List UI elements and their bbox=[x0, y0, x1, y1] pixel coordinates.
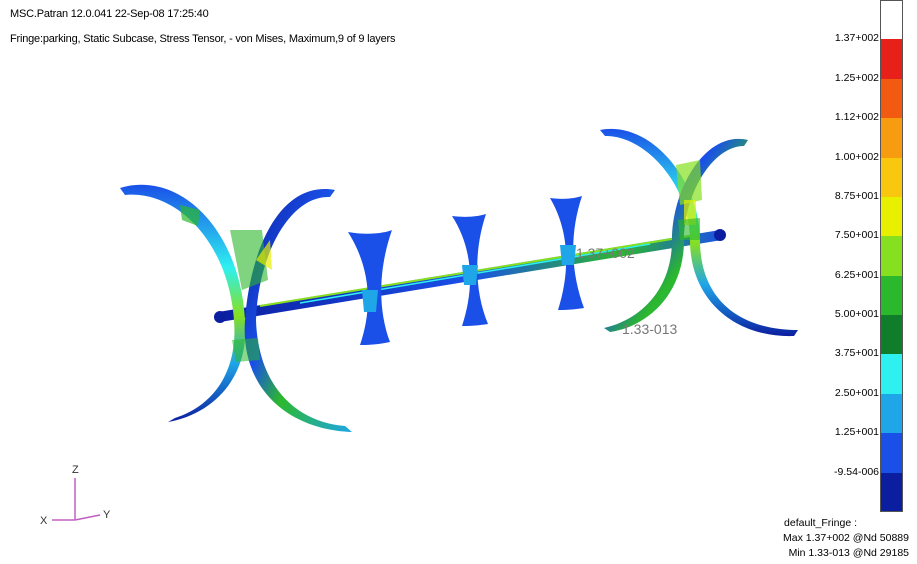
legend-band bbox=[881, 315, 903, 355]
axis-x-label: X bbox=[40, 515, 48, 527]
legend-label: 1.37+002 bbox=[834, 32, 879, 45]
summary-max: Max 1.37+002 @Nd 50889 bbox=[783, 532, 909, 544]
legend-label: 1.25+001 bbox=[834, 426, 879, 439]
legend-band bbox=[881, 433, 903, 474]
legend-band bbox=[881, 236, 903, 277]
summary-min: Min 1.33-013 @Nd 29185 bbox=[788, 547, 909, 559]
legend-band bbox=[881, 196, 903, 237]
left-ring bbox=[120, 184, 352, 432]
legend-band bbox=[881, 0, 903, 40]
axis-z-label: Z bbox=[72, 464, 79, 476]
legend-band bbox=[881, 78, 903, 119]
legend-label: 1.00+002 bbox=[834, 150, 879, 163]
legend-label: 8.75+001 bbox=[834, 189, 879, 202]
spacer-2 bbox=[452, 214, 488, 326]
legend-band bbox=[881, 275, 903, 316]
legend-label: 6.25+001 bbox=[834, 268, 879, 281]
legend-band bbox=[881, 472, 903, 513]
legend-label: 5.00+001 bbox=[834, 308, 879, 321]
legend-band bbox=[881, 354, 903, 395]
right-ring bbox=[600, 128, 798, 337]
title-line: MSC.Patran 12.0.041 22-Sep-08 17:25:40 bbox=[10, 8, 209, 20]
legend-label: 3.75+001 bbox=[834, 347, 879, 360]
axis-y-label: Y bbox=[103, 509, 111, 521]
legend-label: 7.50+001 bbox=[834, 229, 879, 242]
fringe-description: Fringe:parking, Static Subcase, Stress T… bbox=[10, 33, 396, 45]
legend-label: 2.50+001 bbox=[834, 386, 879, 399]
max-marker-label: 1.37+002 bbox=[576, 245, 635, 261]
coordinate-triad bbox=[52, 478, 101, 521]
legend-label: 1.25+002 bbox=[834, 71, 879, 84]
legend-band bbox=[881, 157, 903, 198]
legend-band bbox=[881, 39, 903, 80]
legend-label: 1.12+002 bbox=[834, 111, 879, 124]
spacer-3 bbox=[550, 196, 584, 310]
legend-band bbox=[881, 393, 903, 434]
spacer-1 bbox=[348, 230, 392, 345]
min-marker-label: 1.33-013 bbox=[622, 321, 677, 337]
summary-title: default_Fringe : bbox=[784, 517, 857, 529]
legend-band bbox=[881, 118, 903, 159]
legend-label: -9.54-006 bbox=[834, 465, 879, 478]
